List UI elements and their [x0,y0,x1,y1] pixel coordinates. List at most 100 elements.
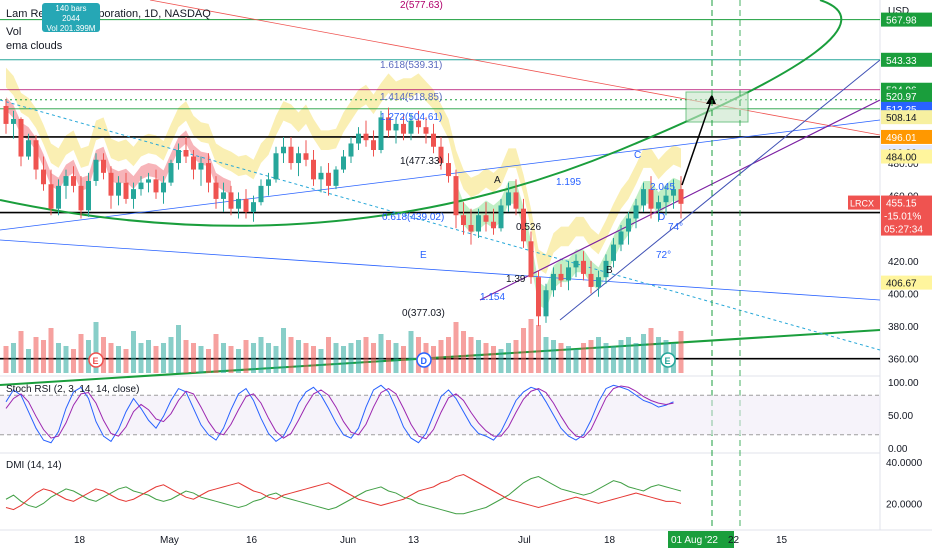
candle[interactable] [288,136,294,170]
candle[interactable] [483,202,489,232]
candle[interactable] [258,179,264,206]
stoch-rsi-title[interactable]: Stoch RSI (2, 3, 14, 14, close) [6,384,140,395]
dmi-title[interactable]: DMI (14, 14) [6,460,62,471]
candle[interactable] [86,172,91,217]
price-tag[interactable]: 406.67 [881,275,932,290]
candle[interactable] [236,192,241,219]
time-axis[interactable]: 18 May 16 Jun 13 Jul 18 01 Aug '22 22 15 [74,531,788,548]
candle[interactable] [431,123,436,154]
candle[interactable] [393,117,399,144]
candle[interactable] [251,195,256,222]
candle[interactable] [506,182,511,212]
event-marker[interactable]: E [660,352,676,368]
candle[interactable] [371,130,376,157]
stoch-rsi-pane[interactable] [0,384,880,444]
candle[interactable] [213,176,219,209]
candle[interactable] [153,169,159,199]
candle[interactable] [146,172,151,193]
candle[interactable] [476,208,481,239]
candle[interactable] [678,176,684,219]
candle[interactable] [566,260,571,291]
candle[interactable] [551,267,556,297]
candle[interactable] [333,166,339,190]
candle[interactable] [326,163,331,196]
candle[interactable] [3,99,9,134]
candle[interactable] [528,231,534,284]
candle[interactable] [93,153,99,186]
candle[interactable] [588,260,594,294]
indicator-vol-label[interactable]: Vol [6,26,22,38]
price-tag[interactable]: 496.01 [881,129,932,144]
candle[interactable] [168,159,174,186]
candle[interactable] [296,146,301,177]
candle[interactable] [363,120,369,147]
candle[interactable] [348,136,354,164]
dmi-pane[interactable] [5,473,682,515]
event-marker[interactable]: D [416,352,432,368]
candle[interactable] [558,264,564,287]
candle[interactable] [446,153,451,183]
candle[interactable] [656,195,661,222]
candle[interactable] [33,135,39,180]
candle[interactable] [266,172,271,196]
candle[interactable] [273,146,279,183]
candle[interactable] [63,169,69,199]
candle[interactable] [648,176,654,219]
candle[interactable] [131,182,136,209]
candle[interactable] [513,179,519,216]
candle[interactable] [386,107,391,137]
candle[interactable] [71,166,76,193]
candle[interactable] [438,136,444,170]
candle[interactable] [176,143,181,170]
price-tag[interactable]: 567.98 [881,12,932,27]
candlestick-series[interactable] [3,99,684,327]
candle[interactable] [221,182,226,212]
candle[interactable] [243,189,249,219]
candle[interactable] [573,254,579,278]
candle[interactable] [108,166,114,209]
event-marker[interactable]: E [88,352,104,368]
candle[interactable] [11,110,16,139]
candle[interactable] [521,198,526,248]
candle[interactable] [26,133,31,160]
candle[interactable] [101,153,106,180]
candle[interactable] [206,153,211,193]
candle[interactable] [663,185,669,216]
candle[interactable] [138,176,144,196]
candle[interactable] [671,179,676,209]
last-price-block[interactable]: LRCX 455.15 -15.01% 05:27:34 [848,195,932,236]
candle[interactable] [581,251,586,281]
price-tag[interactable]: 484.00 [881,149,932,164]
candle[interactable] [491,208,496,235]
candle[interactable] [453,169,459,229]
candle[interactable] [198,156,204,186]
candle[interactable] [543,283,549,323]
indicator-ema-clouds-label[interactable]: ema clouds [6,40,63,52]
candle[interactable] [228,185,234,216]
candle[interactable] [611,238,616,268]
candle[interactable] [633,198,639,229]
candle[interactable] [183,136,189,164]
candle[interactable] [191,150,196,180]
candle[interactable] [18,117,24,167]
candle[interactable] [378,110,384,154]
candle[interactable] [341,150,346,173]
candle[interactable] [416,110,421,134]
candle[interactable] [303,140,309,167]
candle[interactable] [603,254,609,284]
price-tag[interactable]: 520.97 [881,89,932,104]
candle[interactable] [618,225,624,252]
candle[interactable] [318,166,324,193]
candle[interactable] [161,176,166,204]
candle[interactable] [56,179,61,216]
candle[interactable] [48,169,54,216]
candle[interactable] [408,114,414,141]
candle[interactable] [281,136,286,164]
candle[interactable] [461,202,466,235]
candle[interactable] [626,211,631,245]
candle[interactable] [41,156,46,191]
candle[interactable] [356,127,361,150]
candle[interactable] [498,198,504,232]
price-axis[interactable]: USD360.00380.00400.00420.00440.00460.004… [848,6,932,510]
